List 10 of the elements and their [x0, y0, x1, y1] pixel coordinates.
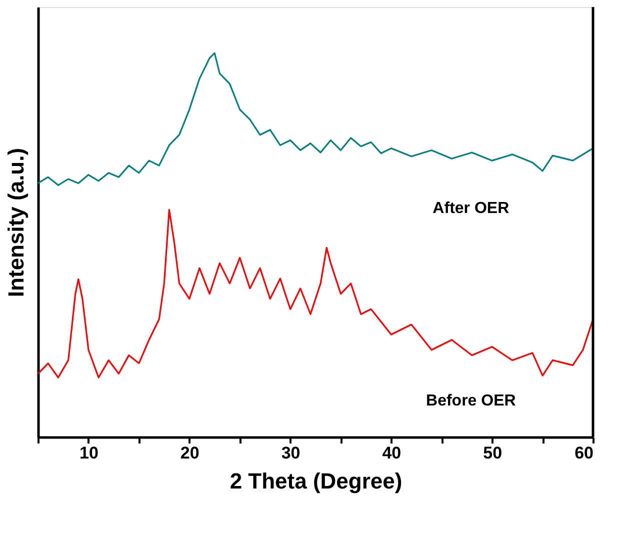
x-tick-label: 30 [281, 444, 300, 462]
series-label: Before OER [426, 392, 516, 410]
x-tick-label: 60 [574, 444, 594, 462]
text: After OER [432, 200, 510, 218]
x-tick-label: 50 [483, 444, 502, 462]
x-axis-title: 2 Theta (Degree) [230, 468, 402, 494]
x-tick-label: 10 [79, 444, 98, 462]
x-tick-label: 20 [180, 444, 200, 462]
y-axis-title: Intensity (a.u.) [4, 148, 28, 298]
x-tick-label: 40 [382, 444, 402, 462]
